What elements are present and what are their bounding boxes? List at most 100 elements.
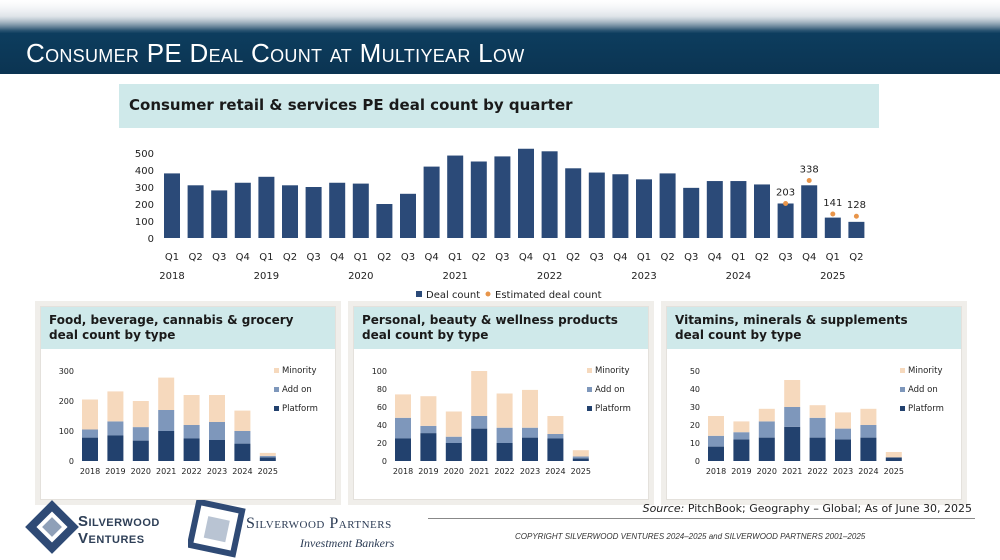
footer-rule (428, 518, 975, 519)
page-title: Consumer PE Deal Count at Multiyear Low (26, 38, 525, 68)
y-tick: 30 (690, 403, 700, 412)
platform-bar (572, 458, 589, 461)
main-x-tick: Q2 (377, 252, 391, 263)
deal-count-bar (258, 176, 275, 238)
x-tick: 2023 (833, 467, 853, 476)
main-year-label: 2020 (348, 271, 373, 282)
source-label: Source: (642, 502, 685, 515)
minority-bar (209, 395, 225, 422)
x-tick: 2019 (418, 467, 438, 476)
minority-bar (809, 405, 826, 418)
legend-swatch (274, 368, 279, 373)
minority-bar (132, 401, 149, 428)
main-x-tick: Q2 (566, 252, 580, 263)
title-bar: Consumer PE Deal Count at Multiyear Low (0, 0, 1000, 74)
estimate-data-label: 128 (847, 200, 866, 211)
add-on-bar (809, 417, 826, 438)
legend-label: Platform (908, 404, 944, 414)
x-tick: 2018 (80, 467, 100, 476)
add-on-bar (471, 416, 488, 429)
legend-swatch (274, 406, 279, 411)
platform-bar (107, 435, 124, 461)
source-note: Source: PitchBook; Geography – Global; A… (643, 502, 972, 515)
y-tick: 60 (377, 403, 387, 412)
estimate-data-label: 338 (800, 165, 819, 176)
partners-logo-line1: Silverwood Partners (246, 515, 392, 532)
legend-label: Minority (595, 366, 630, 376)
minority-bar (107, 391, 124, 422)
platform-bar (860, 437, 877, 461)
minority-bar (496, 393, 513, 428)
x-tick: 2022 (181, 467, 201, 476)
deal-count-bar (518, 148, 534, 238)
main-x-tick: Q4 (236, 252, 250, 263)
y-tick: 20 (377, 439, 387, 448)
main-x-tick: Q3 (495, 252, 509, 263)
food-panel-header: Food, beverage, cannabis & grocery deal … (41, 307, 335, 349)
main-x-tick: Q3 (590, 252, 604, 263)
add-on-bar (572, 456, 589, 459)
platform-bar (445, 443, 462, 461)
deal-count-bar (730, 181, 747, 238)
deal-count-bar (211, 190, 228, 238)
x-tick: 2025 (258, 467, 278, 476)
minority-bar (708, 416, 724, 436)
deal-count-bar (636, 179, 652, 238)
legend-swatch (587, 406, 592, 411)
minority-bar (82, 399, 98, 430)
vitamins-title-line1: Vitamins, minerals & supplements (675, 313, 908, 327)
add-on-bar (209, 422, 225, 440)
title-bar-highlight (0, 0, 1000, 30)
minority-bar (522, 389, 538, 428)
estimated-deal-point (783, 200, 789, 206)
main-x-tick: Q2 (188, 252, 202, 263)
main-x-tick: Q1 (448, 252, 462, 263)
deal-count-bar (329, 182, 346, 238)
minority-bar (234, 410, 251, 431)
food-panel: Food, beverage, cannabis & grocery deal … (40, 306, 336, 500)
y-tick: 0 (382, 457, 387, 466)
y-tick: 80 (377, 385, 387, 394)
main-x-tick: Q2 (755, 252, 769, 263)
legend-label: Add on (908, 385, 938, 395)
platform-bar (259, 457, 276, 461)
main-chart: 0 100 200 300 400 500 Q1 Q2 Q3 Q4 Q1 Q2 Q3 Q4 Q1 Q2 Q3 Q4… (135, 148, 866, 301)
main-x-tick: Q3 (401, 252, 415, 263)
add-on-bar (547, 434, 564, 439)
main-x-tick: Q1 (259, 252, 273, 263)
main-x-tick: Q1 (542, 252, 556, 263)
add-on-bar (395, 417, 411, 439)
y-tick: 50 (690, 367, 700, 376)
minority-bar (445, 411, 462, 437)
x-tick: 2022 (807, 467, 827, 476)
main-x-tick: Q2 (283, 252, 297, 263)
deal-count-bar (824, 217, 841, 238)
legend-estimate-swatch (485, 291, 491, 297)
x-tick: 2024 (545, 467, 565, 476)
platform-bar (395, 438, 411, 461)
deal-count-bar (494, 156, 511, 238)
legend-swatch (900, 387, 905, 392)
add-on-bar (496, 427, 513, 443)
minority-bar (420, 396, 437, 426)
main-year-label: 2021 (442, 271, 467, 282)
deal-count-bar (754, 184, 770, 238)
minority-bar (158, 377, 175, 410)
y-tick: 300 (59, 367, 74, 376)
vitamins-chart: 0 10 20 30 40 50 2018 2019 2020 2021 2022 2023 2024 2… (690, 366, 944, 476)
vitamins-panel: Vitamins, minerals & supplements deal co… (666, 306, 962, 500)
platform-bar (547, 438, 564, 461)
food-chart: 0 100 200 300 2018 2019 2020 2021 2022 2023 2024 20… (59, 366, 318, 476)
deal-count-bar (848, 221, 865, 238)
platform-bar (522, 437, 538, 461)
silverwood-ventures-logo (25, 500, 79, 554)
vitamins-panel-header: Vitamins, minerals & supplements deal co… (667, 307, 961, 349)
x-tick: 2023 (520, 467, 540, 476)
main-x-tick: Q1 (354, 252, 368, 263)
deal-count-bar (659, 173, 676, 238)
y-tick: 20 (690, 421, 700, 430)
x-tick: 2019 (105, 467, 125, 476)
minority-bar (471, 371, 488, 416)
silverwood-partners-logo (188, 500, 246, 558)
main-year-label: 2019 (254, 271, 279, 282)
